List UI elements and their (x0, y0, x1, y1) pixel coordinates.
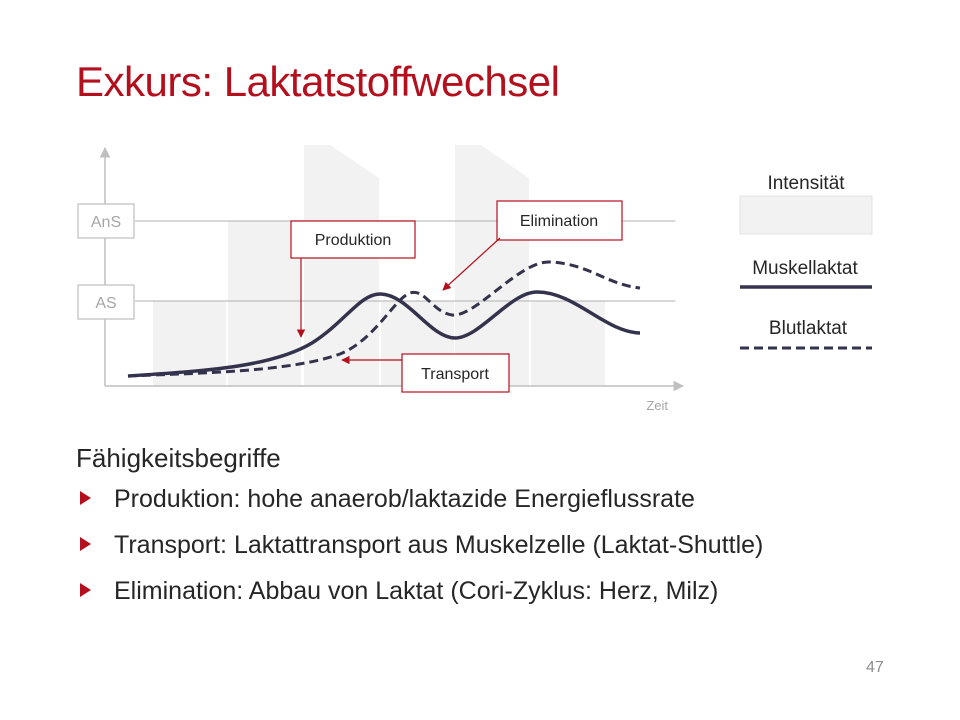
ans-label-box (77, 203, 135, 239)
transport-callout-box (401, 353, 510, 393)
legend-muscle-lactate-label: Muskellaktat (752, 258, 858, 279)
intensity-block-5 (455, 145, 529, 386)
bullet-text: Transport: Laktattransport aus Muskelzel… (114, 531, 764, 559)
bullet-text: Produktion: hohe anaerob/laktazide Energ… (114, 485, 695, 513)
section-heading: Fähigkeitsbegriffe (76, 443, 281, 473)
transport-callout-label: Transport (421, 366, 489, 383)
elimination-callout-label: Elimination (520, 213, 598, 230)
lactate-diagram: AnS AS Zeit Produktion Elimination Trans… (77, 145, 873, 413)
slide-title: Exkurs: Laktatstoffwechsel (76, 58, 560, 105)
bullet-arrow-icon (80, 537, 91, 551)
page-number: 47 (866, 659, 884, 676)
legend: Intensität Muskellaktat Blutlaktat (739, 173, 873, 350)
as-label-box (77, 284, 135, 320)
production-callout-box (290, 220, 416, 259)
production-callout-label: Produktion (315, 232, 392, 249)
bullet-text: Elimination: Abbau von Laktat (Cori-Zykl… (114, 577, 719, 605)
legend-intensity-label: Intensität (767, 173, 845, 194)
legend-blood-lactate-label: Blutlaktat (769, 318, 848, 339)
elimination-callout-box (496, 200, 623, 241)
intensity-block-3 (304, 145, 379, 386)
intensity-block-2 (228, 221, 301, 386)
x-axis-label: Zeit (646, 398, 668, 413)
elimination-arrow (442, 237, 501, 291)
bullet-arrow-icon (80, 583, 91, 597)
as-label: AS (95, 295, 116, 312)
blood-lactate-curve (127, 260, 641, 378)
legend-intensity-swatch (739, 195, 873, 235)
ans-label: AnS (91, 214, 121, 231)
bullet-arrow-icon (80, 491, 91, 505)
muscle-lactate-curve (127, 290, 641, 378)
